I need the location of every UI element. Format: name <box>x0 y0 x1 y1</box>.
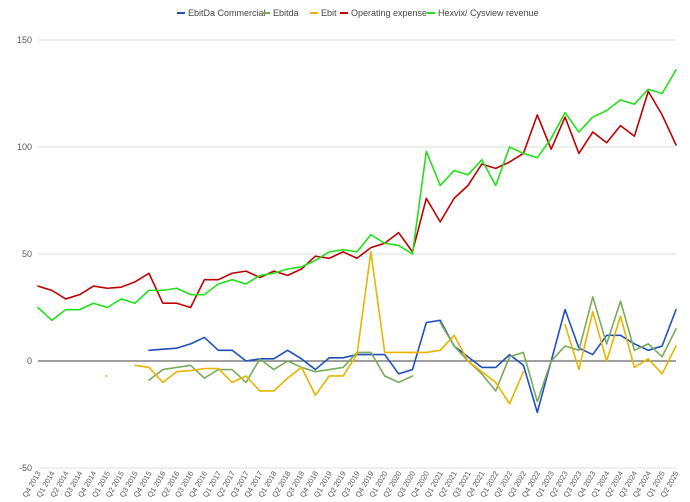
legend-label: Ebit <box>321 8 337 18</box>
grid-lines <box>38 39 676 469</box>
y-axis-ticks: -50 0 50 100 150 <box>17 35 32 473</box>
legend-label: Hexvix/ Cysview revenue <box>438 8 539 18</box>
series-line-segment <box>134 251 525 405</box>
y-tick-label: 50 <box>22 249 32 259</box>
legend: EbitDa Commercial Ebitda Ebit Operating exp… <box>177 8 539 18</box>
y-tick-label: 100 <box>17 142 32 152</box>
legend-item: Operating expense <box>340 8 427 18</box>
y-tick-label: 150 <box>17 35 32 45</box>
y-tick-label: -50 <box>19 463 32 473</box>
y-tick-label: 0 <box>27 356 32 366</box>
series-lines <box>37 69 677 414</box>
legend-item: Ebit <box>310 8 337 18</box>
series-3 <box>37 90 677 309</box>
series-2 <box>105 251 677 405</box>
series-line-segment <box>439 295 677 403</box>
series-line-segment <box>37 90 677 309</box>
series-1 <box>148 295 677 403</box>
series-0 <box>148 308 677 414</box>
legend-item: Hexvix/ Cysview revenue <box>427 8 539 18</box>
legend-label: EbitDa Commercial <box>188 8 266 18</box>
series-line-segment <box>148 308 677 414</box>
legend-item: EbitDa Commercial <box>177 8 266 18</box>
legend-label: Operating expense <box>351 8 427 18</box>
series-line-segment <box>37 69 677 322</box>
legend-label: Ebitda <box>273 8 299 18</box>
legend-item: Ebitda <box>262 8 299 18</box>
series-line-segment <box>564 310 677 375</box>
series-line-segment <box>148 351 414 384</box>
series-4 <box>37 69 677 322</box>
